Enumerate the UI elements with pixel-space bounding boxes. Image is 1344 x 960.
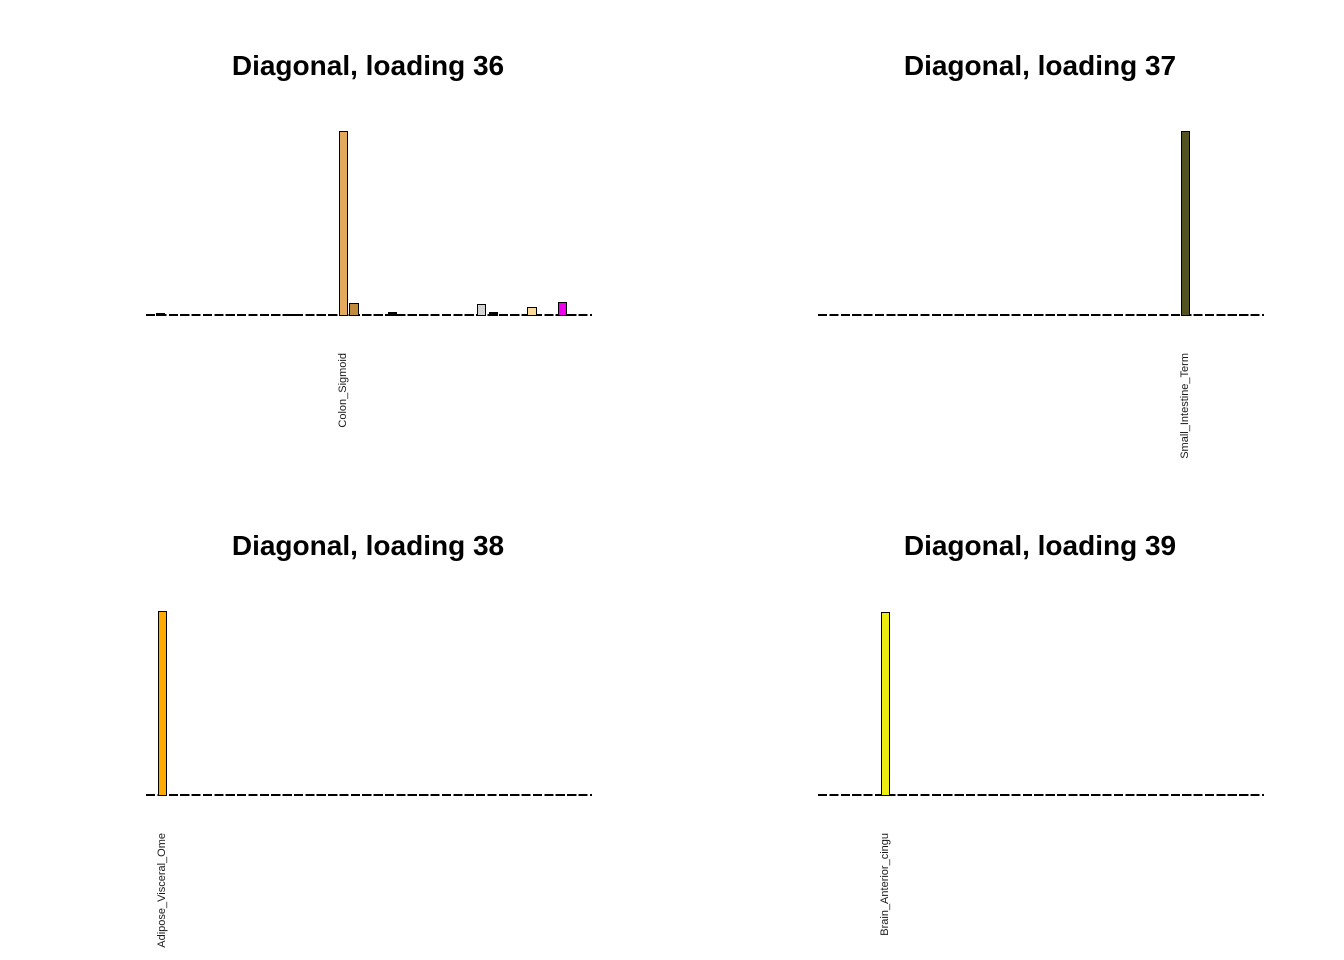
bar: [349, 303, 359, 316]
bar: [388, 311, 398, 316]
x-tick-label: Colon_Sigmoid: [336, 353, 349, 428]
x-axis: [146, 794, 592, 797]
x-tick-label-anchor: Brain_Anterior_cingu: [879, 828, 983, 936]
x-tick-label: Brain_Anterior_cingu: [879, 833, 892, 936]
x-tick-label-anchor: Small_Intestine_Term: [1179, 348, 1286, 459]
bar-Brain_Anterior_cingu: [881, 611, 891, 796]
plot-area: Adipose_Visceral_Ome: [146, 609, 590, 948]
x-tick-label: Adipose_Visceral_Ome: [156, 833, 169, 948]
chart-panel-loading-37: Diagonal, loading 37 Small_Intestine_Ter…: [672, 0, 1344, 480]
x-tick-label-anchor: Colon_Sigmoid: [337, 348, 413, 428]
x-axis: [146, 314, 592, 317]
bar-Adipose_Visceral_Ome: [158, 611, 168, 796]
bar: [156, 313, 166, 316]
x-tick-label-anchor: Adipose_Visceral_Ome: [156, 828, 272, 948]
bar-Small_Intestine_Term: [1181, 131, 1191, 316]
bar: [557, 301, 567, 316]
chart-panel-loading-36: Diagonal, loading 36 Colon_Sigmoid: [0, 0, 672, 480]
chart-title: Diagonal, loading 39: [903, 530, 1177, 561]
bar-Colon_Sigmoid: [338, 131, 348, 316]
plot-area: Brain_Anterior_cingu: [818, 609, 1262, 936]
chart-title: Diagonal, loading 37: [903, 50, 1177, 81]
chart-panel-loading-39: Diagonal, loading 39 Brain_Anterior_cing…: [672, 480, 1344, 960]
bar: [527, 306, 537, 316]
x-tick-label: Small_Intestine_Term: [1179, 353, 1192, 459]
chart-title: Diagonal, loading 38: [231, 530, 505, 561]
x-axis: [818, 794, 1264, 797]
bar: [489, 311, 499, 316]
x-axis: [818, 314, 1264, 317]
chart-panel-loading-38: Diagonal, loading 38 Adipose_Visceral_Om…: [0, 480, 672, 960]
chart-title: Diagonal, loading 36: [231, 50, 505, 81]
plot-area: Colon_Sigmoid: [146, 129, 590, 428]
bar: [289, 314, 299, 316]
plot-area: Small_Intestine_Term: [818, 129, 1262, 459]
bar: [476, 304, 486, 316]
